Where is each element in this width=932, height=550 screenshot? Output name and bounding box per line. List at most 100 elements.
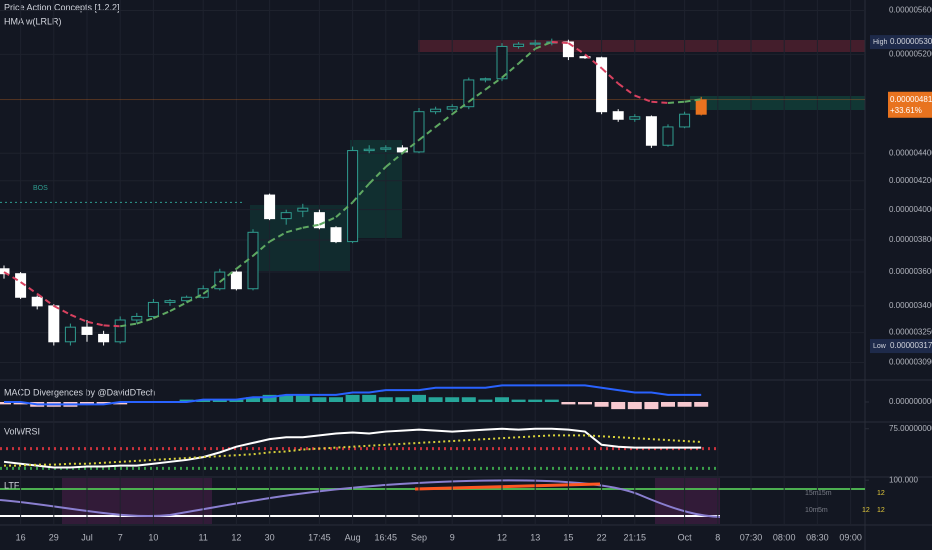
y-tick-label: 0.000004000 xyxy=(889,205,932,214)
hma-segment xyxy=(551,40,569,45)
histogram-bar xyxy=(295,394,310,402)
candle-body xyxy=(247,231,259,290)
candle-body xyxy=(214,271,226,290)
candle-body xyxy=(629,116,641,120)
ltf-table-cell: 12 xyxy=(877,507,885,514)
x-tick-label: 9 xyxy=(450,532,455,542)
hma-segment xyxy=(385,152,404,168)
y-tick-label: 100.000 xyxy=(889,475,918,484)
x-tick-label: Sep xyxy=(411,532,427,542)
ltf-rsi-line xyxy=(0,479,721,518)
last-price-tag xyxy=(888,91,932,118)
x-tick-label: 12 xyxy=(231,532,241,542)
x-tick-label: 17:45 xyxy=(308,532,331,542)
histogram-bar xyxy=(13,402,28,405)
histogram-bar xyxy=(362,394,377,402)
hma-segment xyxy=(501,62,520,79)
y-tick-label: 0.000003090 xyxy=(889,358,932,367)
x-tick-label: 09:00 xyxy=(839,532,862,542)
histogram-bar xyxy=(196,399,211,402)
ltf-table-cell: 5m xyxy=(818,507,828,514)
x-tick-label: Oct xyxy=(678,532,693,542)
ltf-table-cell: 15m xyxy=(818,490,832,497)
candle-body xyxy=(347,150,359,243)
candle-body xyxy=(181,296,193,302)
candle-body xyxy=(479,78,491,81)
price-tag-name: Low xyxy=(873,343,887,350)
hma-segment xyxy=(136,317,154,325)
x-tick-label: 29 xyxy=(49,532,59,542)
x-tick-label: 13 xyxy=(530,532,540,542)
price-tag-label: 0.000003177 xyxy=(890,341,932,350)
series-line xyxy=(4,434,702,467)
x-tick-label: Jul xyxy=(81,532,93,542)
candle-body xyxy=(98,333,110,343)
candle-body xyxy=(330,227,342,243)
x-tick-label: 11 xyxy=(199,532,208,542)
candle-body xyxy=(15,273,27,298)
histogram-bar xyxy=(395,397,410,402)
histogram-bar xyxy=(0,402,11,405)
hma-segment xyxy=(684,98,702,103)
hma-segment xyxy=(53,305,71,316)
indicator-title: Price Action Concepts [1.2.2] xyxy=(4,2,120,12)
series-line xyxy=(4,384,702,406)
price-tag-name-box xyxy=(870,35,888,50)
candle-body xyxy=(297,207,309,212)
histogram-bar xyxy=(594,402,609,407)
ltf-zone xyxy=(62,478,212,524)
histogram-bar xyxy=(428,397,443,402)
candle-body xyxy=(280,212,292,220)
histogram-bar xyxy=(694,402,709,407)
hma-segment xyxy=(667,100,685,104)
hma-segment xyxy=(269,231,287,243)
hma-segment xyxy=(202,281,221,295)
candle-body xyxy=(264,194,276,220)
hma-segment xyxy=(484,76,503,91)
hma-segment xyxy=(86,320,104,327)
histogram-bar xyxy=(96,402,111,405)
demand-zone xyxy=(690,96,865,110)
x-tick-label: 12 xyxy=(497,532,507,542)
ltf-table-cell: 15m xyxy=(805,490,819,497)
y-tick-label: 0.000003800 xyxy=(889,235,932,244)
hma-segment xyxy=(20,281,38,295)
hma-segment xyxy=(120,322,137,328)
histogram-bar xyxy=(80,402,94,405)
hma-segment xyxy=(235,255,254,270)
hma-segment xyxy=(285,226,304,234)
last-price-label: 0.000004816 xyxy=(890,95,932,104)
hma-segment xyxy=(169,301,188,313)
hma-segment xyxy=(318,216,337,226)
price-tag-name-box xyxy=(870,339,888,354)
histogram-bar xyxy=(578,402,592,405)
candle-body xyxy=(48,305,60,343)
indicator-title: VolWRSI xyxy=(4,426,40,436)
y-tick-label: 0.000003250 xyxy=(889,328,932,337)
hma-segment xyxy=(219,267,238,283)
candle-body xyxy=(114,319,126,343)
histogram-bar xyxy=(461,397,476,402)
histogram-bar xyxy=(329,397,343,402)
candle-body xyxy=(313,212,325,229)
histogram-bar xyxy=(528,399,543,402)
hma-segment xyxy=(103,324,121,328)
hma-segment xyxy=(70,313,88,323)
candle-body xyxy=(413,111,425,153)
histogram-bar xyxy=(179,399,194,402)
candle-body xyxy=(562,41,574,58)
candle-body xyxy=(380,147,392,150)
supply-zone xyxy=(418,40,865,52)
hma-segment xyxy=(634,94,652,103)
hma-segment xyxy=(186,292,204,304)
hma-segment xyxy=(418,126,437,141)
y-tick-label: 0.000005600 xyxy=(889,6,932,15)
candle-body xyxy=(645,116,657,146)
ltf-table-cell: 12 xyxy=(862,507,870,514)
candle-body xyxy=(496,45,508,80)
hma-segment xyxy=(153,310,171,320)
x-tick-label: 08:00 xyxy=(773,532,796,542)
hma-segment xyxy=(36,293,55,307)
x-tick-label: 15 xyxy=(563,532,573,542)
